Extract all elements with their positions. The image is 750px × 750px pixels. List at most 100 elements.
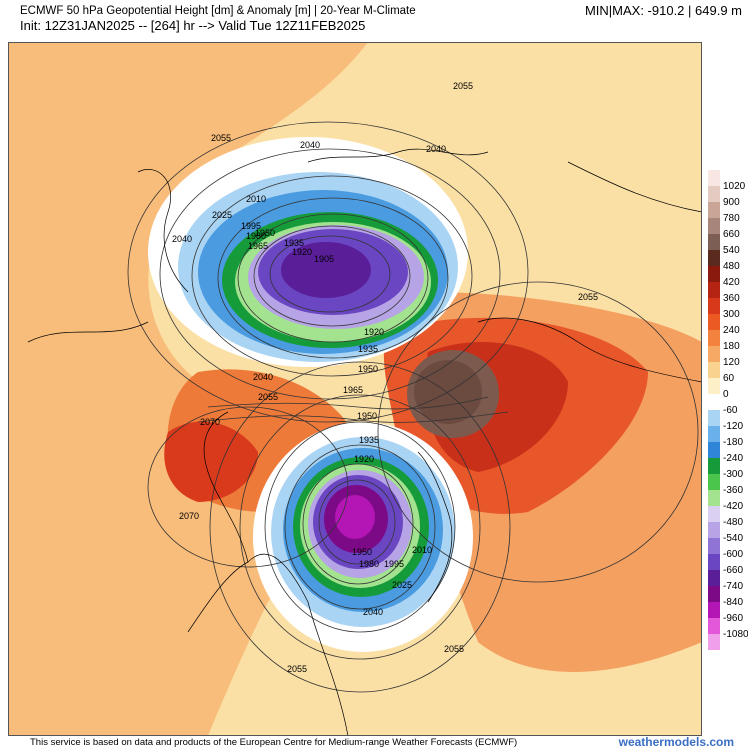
colorbar-label: -120 xyxy=(723,421,743,432)
colorbar-swatch xyxy=(708,634,720,650)
colorbar-label: 180 xyxy=(723,341,740,352)
contour-label: 2010 xyxy=(412,545,432,555)
colorbar-label: -60 xyxy=(723,405,738,416)
contour-label: 1950 xyxy=(358,364,378,374)
contour-label: 2010 xyxy=(246,194,266,204)
contour-label: 2055 xyxy=(287,664,307,674)
colorbar-label: 480 xyxy=(723,261,740,272)
contour-label: 2040 xyxy=(300,140,320,150)
colorbar-label: -960 xyxy=(723,613,743,624)
colorbar-label: -180 xyxy=(723,437,743,448)
contour-label: 2025 xyxy=(212,210,232,220)
colorbar-label: 660 xyxy=(723,229,740,240)
colorbar-label: -840 xyxy=(723,597,743,608)
colorbar-swatch xyxy=(708,490,720,507)
colorbar-label: 60 xyxy=(723,373,735,384)
contour-label: 1920 xyxy=(364,327,384,337)
contour-label: 2070 xyxy=(200,417,220,427)
colorbar-swatch xyxy=(708,458,720,475)
contour-label: 2055 xyxy=(578,292,598,302)
coastlines xyxy=(27,148,702,736)
colorbar-swatch xyxy=(708,234,720,251)
colorbar-swatch xyxy=(708,522,720,539)
colorbar-label: -360 xyxy=(723,485,743,496)
colorbar-swatch xyxy=(708,314,720,331)
contour-label: 1980 xyxy=(359,559,379,569)
low-north-violet xyxy=(281,242,371,298)
contour-label: 1920 xyxy=(354,454,374,464)
colorbar-label: 420 xyxy=(723,277,740,288)
contour-labels: 2055 2040 2040 2055 2025 2010 2040 1995 … xyxy=(172,81,598,674)
colorbar-label: 900 xyxy=(723,197,740,208)
colorbar-swatch xyxy=(708,266,720,283)
colorbar-swatch xyxy=(708,570,720,587)
height-contours xyxy=(127,121,699,693)
colorbar-label: -740 xyxy=(723,581,743,592)
contour-label: 1995 xyxy=(384,559,404,569)
colorbar-swatch xyxy=(708,554,720,571)
colorbar-swatch xyxy=(708,250,720,267)
colorbar-swatch xyxy=(708,538,720,555)
contour-label: 2055 xyxy=(211,133,231,143)
colorbar-swatch xyxy=(708,202,720,219)
colorbar-swatch xyxy=(708,170,720,187)
colorbar-label: -600 xyxy=(723,549,743,560)
anomaly-colorbar: 1020 900 780 660 540 480 420 360 300 240 180 120 60 0… xyxy=(708,170,748,650)
colorbar-label: -420 xyxy=(723,501,743,512)
map-title: ECMWF 50 hPa Geopotential Height [dm] & … xyxy=(20,5,416,17)
colorbar-swatch xyxy=(708,362,720,379)
colorbar-swatch xyxy=(708,330,720,347)
geopotential-anomaly-map: 2055 2040 2040 2055 2025 2010 2040 1995 … xyxy=(8,42,702,736)
colorbar-swatch xyxy=(708,410,720,427)
contour-label: 1965 xyxy=(248,241,268,251)
colorbar-label: 780 xyxy=(723,213,740,224)
colorbar-label: 540 xyxy=(723,245,740,256)
contour-label: 1935 xyxy=(284,238,304,248)
anomaly-west-red xyxy=(164,421,258,502)
site-link[interactable]: weathermodels.com xyxy=(618,735,734,749)
colorbar-swatch xyxy=(708,506,720,523)
colorbar-swatch xyxy=(708,618,720,635)
contour-label: 2040 xyxy=(363,607,383,617)
colorbar-swatch xyxy=(708,474,720,491)
colorbar-swatch xyxy=(708,426,720,443)
colorbar-label: 0 xyxy=(723,389,729,400)
colorbar-label: 120 xyxy=(723,357,740,368)
contour-label: 1950 xyxy=(352,547,372,557)
colorbar-label: -480 xyxy=(723,517,743,528)
contour-label: 2040 xyxy=(426,144,446,154)
contour-label: 1935 xyxy=(359,435,379,445)
colorbar-label: -660 xyxy=(723,565,743,576)
contour-label: 1995 xyxy=(241,221,261,231)
contour-label: 1905 xyxy=(314,254,334,264)
map-frame xyxy=(8,42,702,736)
colorbar-swatch xyxy=(708,586,720,603)
contour-label: 2055 xyxy=(453,81,473,91)
colorbar-swatch xyxy=(708,218,720,235)
contour-label: 1980 xyxy=(246,231,266,241)
colorbar-swatch xyxy=(708,378,720,395)
colorbar-swatch xyxy=(708,346,720,363)
contour-label: 2055 xyxy=(258,392,278,402)
colorbar-label: 240 xyxy=(723,325,740,336)
colorbar-label: -1080 xyxy=(723,629,748,640)
colorbar-swatch xyxy=(708,298,720,315)
contour-label: 2040 xyxy=(172,234,192,244)
contour-label: 2025 xyxy=(392,580,412,590)
contour-label: 1965 xyxy=(343,385,363,395)
init-valid-line: Init: 12Z31JAN2025 -- [264] hr --> Valid… xyxy=(20,18,366,33)
colorbar-swatch xyxy=(708,394,720,411)
contour-label: 1950 xyxy=(357,411,377,421)
colorbar-label: 300 xyxy=(723,309,740,320)
colorbar-label: -240 xyxy=(723,453,743,464)
colorbar-label: -540 xyxy=(723,533,743,544)
colorbar-label: 360 xyxy=(723,293,740,304)
attribution-footer: This service is based on data and produc… xyxy=(30,737,518,748)
colorbar-swatch xyxy=(708,186,720,203)
colorbar-swatch xyxy=(708,442,720,459)
contour-label: 1920 xyxy=(292,247,312,257)
contour-label: 2055 xyxy=(444,644,464,654)
colorbar-label: 1020 xyxy=(723,181,746,192)
contour-label: 2040 xyxy=(253,372,273,382)
colorbar-swatch xyxy=(708,282,720,299)
